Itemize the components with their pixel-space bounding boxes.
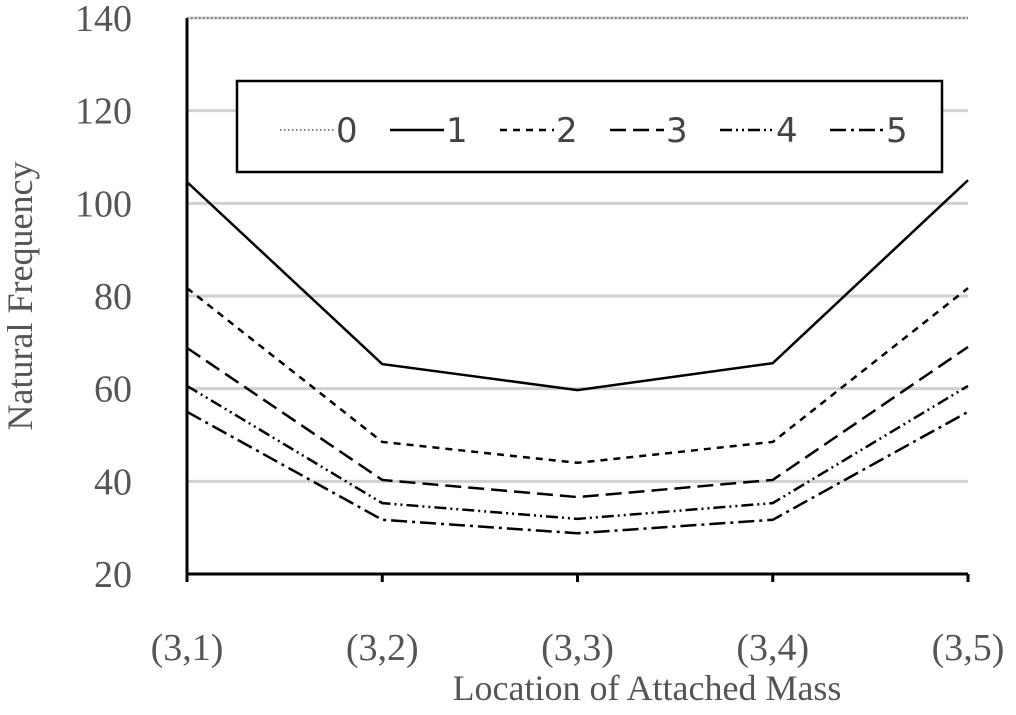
legend-label: 1 (446, 111, 468, 151)
x-axis-title: Location of Attached Mass (453, 668, 842, 708)
y-axis-title: Natural Frequency (0, 162, 40, 431)
series-line (186, 287, 969, 465)
series-line (186, 345, 969, 499)
legend-label: 3 (666, 111, 688, 151)
legend-label: 5 (886, 111, 908, 151)
series-line (186, 384, 969, 521)
x-tick-label: (3,4) (736, 627, 809, 669)
y-tick-label: 100 (75, 183, 132, 225)
y-tick-label: 40 (94, 461, 132, 503)
x-tick-label: (3,2) (346, 627, 419, 669)
legend-label: 0 (336, 111, 358, 151)
y-tick-label: 140 (75, 0, 132, 40)
y-tick-label: 60 (94, 369, 132, 411)
legend-label: 2 (556, 111, 578, 151)
series-line (186, 410, 969, 535)
y-tick-label: 20 (94, 554, 132, 596)
series-line (186, 179, 969, 392)
x-tick-label: (3,3) (541, 627, 614, 669)
y-tick-label: 80 (94, 276, 132, 318)
legend-label: 4 (776, 111, 798, 151)
x-tick-label: (3,5) (932, 627, 1005, 669)
legend-box (235, 79, 944, 174)
x-tick-label: (3,1) (151, 627, 224, 669)
y-tick-label: 120 (75, 91, 132, 133)
